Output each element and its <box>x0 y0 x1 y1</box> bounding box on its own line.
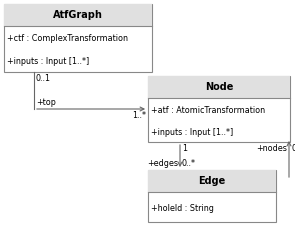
Text: +inputs : Input [1..*]: +inputs : Input [1..*] <box>151 128 233 137</box>
Text: +edges: +edges <box>147 159 178 168</box>
Text: 1..*: 1..* <box>132 111 146 120</box>
Text: +nodes: +nodes <box>256 144 287 153</box>
Text: Node: Node <box>205 82 233 92</box>
Text: +inputs : Input [1..*]: +inputs : Input [1..*] <box>7 57 89 66</box>
Text: +top: +top <box>36 98 56 107</box>
Text: +holeId : String: +holeId : String <box>151 204 214 213</box>
Text: 0..1: 0..1 <box>36 74 51 83</box>
Bar <box>148 170 276 222</box>
Bar <box>148 76 290 142</box>
Text: +atf : AtomicTransformation: +atf : AtomicTransformation <box>151 106 265 115</box>
Text: Edge: Edge <box>198 176 226 186</box>
Bar <box>4 4 152 72</box>
Bar <box>4 4 152 26</box>
Bar <box>148 170 276 192</box>
Bar <box>148 76 290 98</box>
Text: 1: 1 <box>182 144 187 153</box>
Text: +ctf : ComplexTransformation: +ctf : ComplexTransformation <box>7 34 128 43</box>
Text: 0..*: 0..* <box>291 144 295 153</box>
Text: 0..*: 0..* <box>182 159 196 168</box>
Text: AtfGraph: AtfGraph <box>53 10 103 20</box>
